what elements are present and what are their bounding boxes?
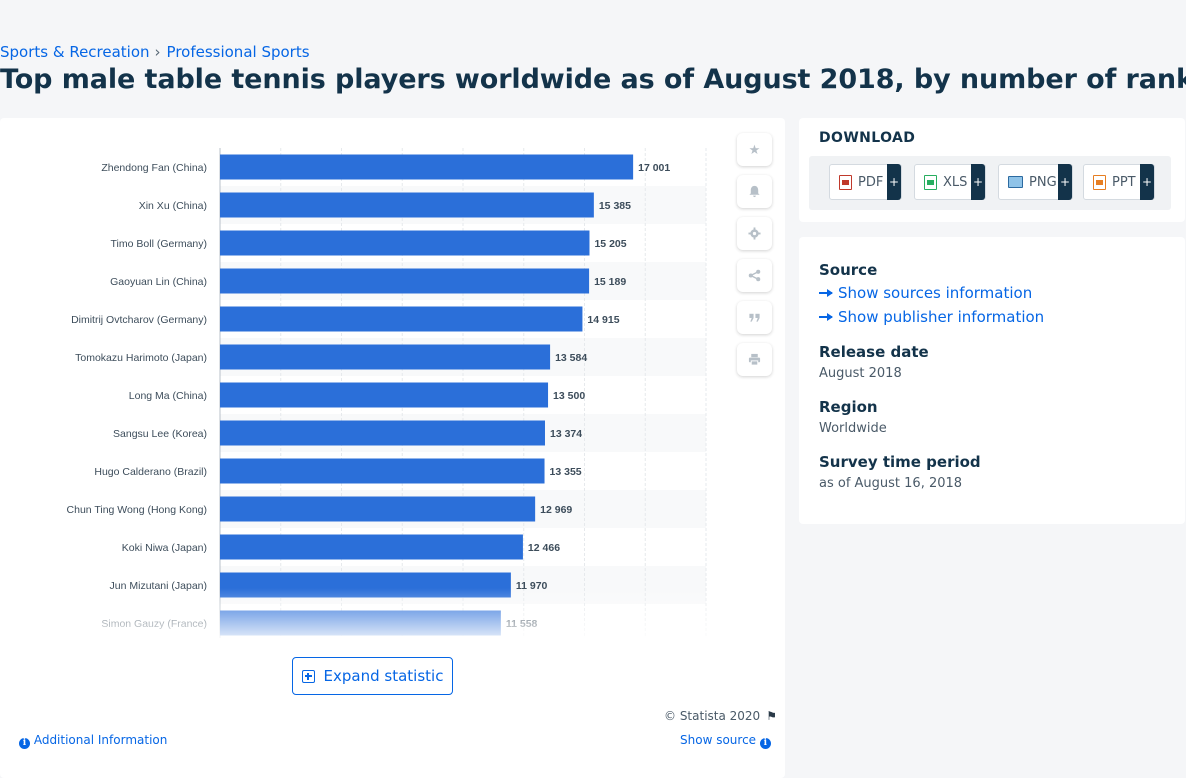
chart-card: Zhendong Fan (China) 17 001 Xin Xu (China)… — [0, 118, 785, 778]
bar — [220, 496, 536, 522]
value-label: 13 355 — [550, 466, 582, 478]
show-source-label: Show source — [680, 733, 757, 747]
show-sources-label: Show sources information — [838, 284, 1033, 302]
bar-chart: Zhendong Fan (China) 17 001 Xin Xu (China)… — [67, 148, 707, 638]
bar — [220, 534, 523, 560]
info-icon: i — [759, 738, 771, 749]
arrow-right-icon — [819, 313, 833, 321]
page-title: Top male table tennis players worldwide … — [0, 64, 1186, 95]
value-label: 15 385 — [599, 200, 631, 212]
source-label: Source — [819, 261, 878, 279]
additional-information-link[interactable]: i Additional Information — [19, 733, 167, 749]
value-label: 12 969 — [540, 504, 572, 516]
value-label: 11 558 — [506, 618, 538, 630]
png-file-icon — [1008, 176, 1023, 188]
download-xls-plus[interactable]: + — [971, 164, 985, 200]
bar — [220, 344, 551, 370]
bar — [220, 192, 594, 218]
download-ppt-label: PPT — [1112, 174, 1136, 190]
top-bar — [0, 0, 1186, 36]
release-date-label: Release date — [819, 343, 929, 361]
value-label: 12 466 — [528, 542, 560, 554]
category-label: Simon Gauzy (France) — [101, 618, 207, 630]
value-label: 13 584 — [555, 352, 587, 364]
download-png-plus[interactable]: + — [1058, 164, 1072, 200]
xls-file-icon — [924, 174, 937, 190]
copyright-text: © Statista 2020 — [664, 709, 761, 723]
show-publisher-label: Show publisher information — [838, 308, 1045, 326]
show-sources-link[interactable]: Show sources information — [819, 284, 1032, 302]
category-label: Dimitrij Ovtcharov (Germany) — [71, 314, 207, 326]
category-label: Jun Mizutani (Japan) — [110, 580, 207, 592]
show-publisher-link[interactable]: Show publisher information — [819, 308, 1044, 326]
survey-period-value: as of August 16, 2018 — [819, 476, 963, 491]
share-icon[interactable] — [737, 259, 772, 292]
category-label: Sangsu Lee (Korea) — [113, 428, 207, 440]
pdf-file-icon — [839, 174, 852, 190]
bar — [220, 230, 590, 256]
breadcrumb-professional-sports[interactable]: Professional Sports — [166, 43, 310, 61]
value-label: 15 205 — [594, 238, 626, 250]
ppt-file-icon — [1093, 174, 1106, 190]
value-label: 11 970 — [516, 580, 548, 592]
download-xls-label: XLS — [943, 174, 968, 190]
value-label: 14 915 — [587, 314, 619, 326]
flag-icon[interactable]: ⚑ — [766, 709, 777, 723]
region-label: Region — [819, 398, 878, 416]
release-date-value: August 2018 — [819, 366, 902, 381]
download-pdf-label: PDF — [858, 174, 884, 190]
download-card: DOWNLOAD PDF + XLS + PNG + PPT + — [799, 118, 1185, 222]
download-pdf-plus[interactable]: + — [887, 164, 901, 200]
category-label: Zhendong Fan (China) — [101, 162, 207, 174]
download-png-label: PNG — [1029, 174, 1057, 190]
breadcrumb-sports-recreation[interactable]: Sports & Recreation — [0, 43, 150, 61]
value-label: 17 001 — [638, 162, 670, 174]
bar — [220, 610, 501, 636]
breadcrumb: Sports & Recreation › Professional Sports — [0, 43, 310, 61]
statistic-info-card: Source Show sources information Show pub… — [799, 237, 1185, 524]
additional-information-label: Additional Information — [33, 733, 168, 747]
category-label: Long Ma (China) — [129, 390, 207, 402]
download-pdf-button[interactable]: PDF + — [829, 164, 902, 200]
download-title: DOWNLOAD — [819, 130, 916, 146]
category-label: Hugo Calderano (Brazil) — [94, 466, 207, 478]
bar — [220, 268, 590, 294]
arrow-right-icon — [819, 289, 833, 297]
show-source-link[interactable]: Show source i — [680, 733, 771, 749]
expand-statistic-label: Expand statistic — [323, 667, 444, 685]
download-buttons: PDF + XLS + PNG + PPT + — [809, 156, 1171, 210]
category-label: Chun Ting Wong (Hong Kong) — [67, 504, 207, 516]
download-ppt-plus[interactable]: + — [1140, 164, 1154, 200]
quote-icon[interactable] — [737, 301, 772, 334]
bar — [220, 572, 511, 598]
bar — [220, 458, 545, 484]
expand-icon — [301, 669, 315, 683]
expand-statistic-button[interactable]: Expand statistic — [292, 657, 453, 695]
bell-icon[interactable] — [737, 175, 772, 208]
download-xls-button[interactable]: XLS + — [914, 164, 986, 200]
survey-period-label: Survey time period — [819, 453, 981, 471]
category-label: Tomokazu Harimoto (Japan) — [75, 352, 207, 364]
bar — [220, 306, 583, 332]
value-label: 13 374 — [550, 428, 582, 440]
breadcrumb-separator: › — [154, 43, 161, 61]
value-label: 15 189 — [594, 276, 626, 288]
bar — [220, 154, 634, 180]
copyright-note: © Statista 2020 ⚑ — [664, 709, 777, 723]
star-icon[interactable]: ★ — [737, 133, 772, 166]
download-ppt-button[interactable]: PPT + — [1083, 164, 1155, 200]
download-png-button[interactable]: PNG + — [998, 164, 1073, 200]
bar — [220, 382, 549, 408]
info-icon: i — [19, 738, 30, 749]
category-label: Timo Boll (Germany) — [111, 238, 207, 250]
category-label: Gaoyuan Lin (China) — [110, 276, 207, 288]
value-label: 13 500 — [553, 390, 585, 402]
gear-icon[interactable] — [737, 217, 772, 250]
chart-toolbar: ★ — [737, 133, 772, 385]
category-label: Koki Niwa (Japan) — [122, 542, 207, 554]
region-value: Worldwide — [819, 421, 887, 436]
category-label: Xin Xu (China) — [139, 200, 207, 212]
print-icon[interactable] — [737, 343, 772, 376]
bar — [220, 420, 545, 446]
